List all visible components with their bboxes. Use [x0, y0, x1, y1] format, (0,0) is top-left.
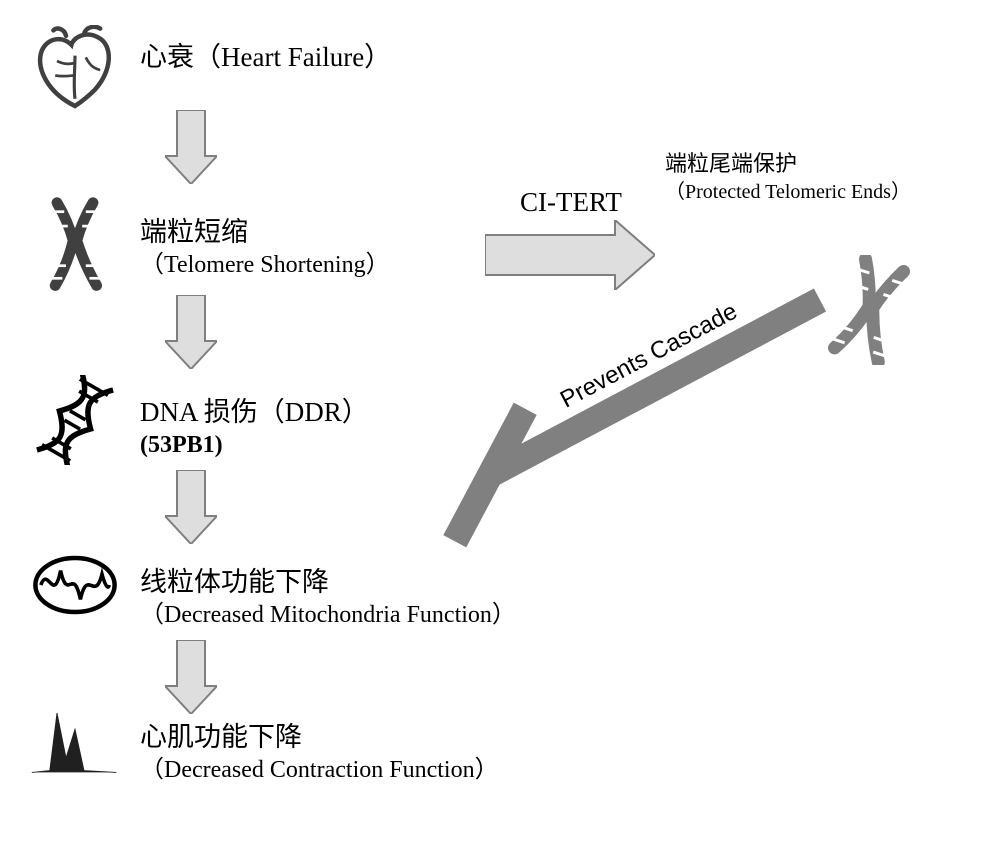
node-mito: 线粒体功能下降 （Decreased Mitochondria Function…: [140, 565, 516, 631]
node-telo-en: （Telomere Shortening）: [140, 250, 390, 281]
node-heart-failure: 心衰（Heart Failure）: [140, 40, 391, 75]
node-telomere-shortening: 端粒短缩 （Telomere Shortening）: [140, 215, 390, 281]
node-prot-en: （Protected Telomeric Ends）: [665, 179, 911, 205]
node-ddr-en: (53PB1): [140, 430, 369, 461]
node-contr-cn: 心肌功能下降: [140, 720, 499, 755]
node-mito-cn: 线粒体功能下降: [140, 565, 516, 600]
node-contraction: 心肌功能下降 （Decreased Contraction Function）: [140, 720, 499, 786]
node-contr-en: （Decreased Contraction Function）: [140, 755, 499, 786]
node-protected-ends: 端粒尾端保护 （Protected Telomeric Ends）: [665, 150, 911, 205]
node-telo-cn: 端粒短缩: [140, 215, 390, 250]
diagram-canvas: CI-TERT Prevents Cascade 心衰（Heart Failur…: [0, 0, 1000, 845]
node-ddr-cn: DNA 损伤（DDR）: [140, 395, 369, 430]
node-prot-cn: 端粒尾端保护: [665, 150, 911, 179]
node-heart-cn: 心衰（Heart Failure）: [140, 40, 391, 75]
node-ddr: DNA 损伤（DDR） (53PB1): [140, 395, 369, 461]
node-mito-en: （Decreased Mitochondria Function）: [140, 600, 516, 631]
